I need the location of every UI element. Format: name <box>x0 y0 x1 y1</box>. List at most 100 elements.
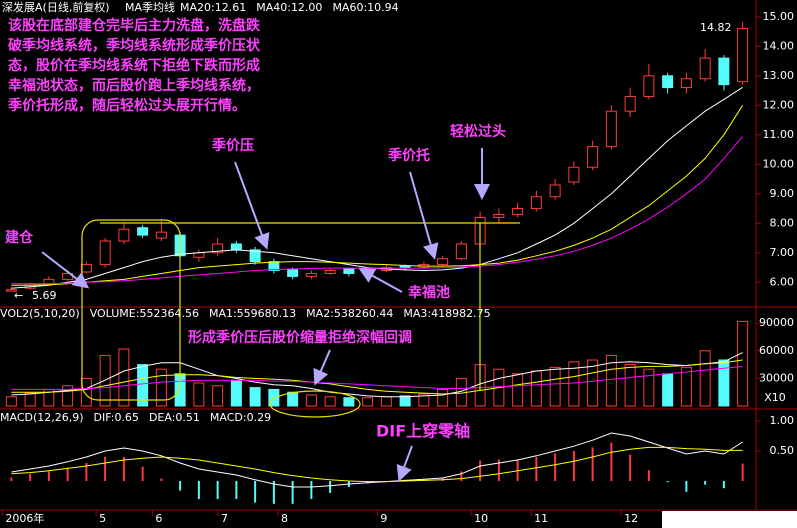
volume-bar <box>118 348 130 407</box>
volume-bar <box>343 397 355 407</box>
x-tick-label: 6 <box>155 512 162 525</box>
annotation: 形成季价压后股价缩量拒绝深幅回调 <box>188 329 412 346</box>
ma-line <box>11 136 743 285</box>
ma-line <box>11 432 743 488</box>
y-tick-label: 9.00 <box>770 187 795 200</box>
volume-bar <box>380 396 392 407</box>
y-tick-label: 0.50 <box>770 444 795 457</box>
x-tick-label: 12 <box>624 512 638 525</box>
candle-body <box>343 268 355 274</box>
annotation: DIF上穿零轴 <box>376 422 470 441</box>
volume-bar <box>587 359 599 407</box>
annotation: 建仓 <box>5 229 34 246</box>
frame <box>0 0 797 511</box>
candle-body <box>230 243 242 251</box>
candle-body <box>605 110 617 148</box>
y-tick-label: 8.00 <box>770 216 795 229</box>
volume-bar <box>530 370 542 407</box>
volume-bar <box>5 396 17 407</box>
candle-body <box>718 57 730 86</box>
volume-bar <box>137 364 149 407</box>
x-tick-label: 2006年 <box>5 511 44 525</box>
annotation: 季价托形成，随后轻松过头展开行情。 <box>7 97 246 114</box>
high-label: 14.82 <box>700 21 732 34</box>
annotation: 幸福池状态，而后股价跑上季均线系统， <box>8 77 260 94</box>
x-tick-label: 5 <box>99 512 106 525</box>
volume-bar <box>662 373 674 407</box>
candle-body <box>287 268 299 277</box>
y-tick-label: 10.00 <box>763 157 795 170</box>
y-tick-label: 7.00 <box>770 246 795 259</box>
volume-bar <box>418 393 430 407</box>
volume-bar <box>155 368 167 407</box>
candle-body <box>662 75 674 89</box>
volume-bar <box>62 385 74 407</box>
volume-bar <box>230 379 242 407</box>
corner <box>662 511 797 528</box>
candle-body <box>118 228 130 242</box>
ma-line <box>11 352 743 398</box>
ma-line <box>11 105 744 286</box>
legend-entry: MA2:538260.44 <box>306 307 393 320</box>
y-tick-label: 14.00 <box>763 39 795 52</box>
indicator-name: MA季均线 <box>125 0 175 14</box>
ma-line <box>11 359 743 395</box>
annotation: 轻松过头 <box>450 123 506 140</box>
x-tick-label: 10 <box>474 512 488 525</box>
volume-bar <box>549 366 561 407</box>
candle-body <box>624 95 636 112</box>
panel-title: VOL2(5,10,20) <box>0 307 80 320</box>
candle-body <box>212 243 224 254</box>
y-tick-label: 13.00 <box>763 69 795 82</box>
legend-entry: MA60:10.94 <box>332 1 398 14</box>
volume-bar <box>605 354 617 407</box>
volume-bar <box>512 373 524 407</box>
annotation: 季价托 <box>387 147 430 164</box>
x-tick-label: 7 <box>221 512 228 525</box>
legend-entry: MA20:12.61 <box>180 1 246 14</box>
candle-body <box>43 278 55 285</box>
y-tick-label: 11.00 <box>763 128 795 141</box>
x-tick-label: 8 <box>281 512 288 525</box>
legend-entry: MA1:559680.13 <box>209 307 296 320</box>
volume-bar <box>24 392 36 407</box>
candle-body <box>99 240 111 266</box>
candle-body <box>568 166 580 183</box>
y-tick-label: 12.00 <box>763 98 795 111</box>
legend-entry: MA3:418982.75 <box>403 307 490 320</box>
legend-entry: DIF:0.65 <box>94 411 139 424</box>
volume-bar <box>399 395 411 407</box>
highlight-boxes <box>81 219 520 418</box>
volume-bar <box>718 359 730 407</box>
ma-line <box>11 446 743 483</box>
volume-bar <box>680 366 692 407</box>
volume-bar <box>287 391 299 407</box>
volume-bar <box>643 368 655 407</box>
annotation: 季价压 <box>211 137 254 154</box>
volume-bar <box>80 377 92 407</box>
volume-bar <box>268 388 280 407</box>
candle-body <box>737 28 749 83</box>
volume-bar <box>212 385 224 407</box>
candle-body <box>699 57 711 80</box>
annotation: 幸福池 <box>408 284 450 301</box>
y-tick-label: 30000 <box>759 371 794 384</box>
volume-bar <box>362 397 374 407</box>
candle-body <box>455 243 467 260</box>
candle-body <box>80 264 92 273</box>
volume-bar <box>568 361 580 407</box>
stock-name: 深发展A(日线,前复权) <box>2 0 110 14</box>
candle-body <box>5 289 17 292</box>
volume-bar <box>305 394 317 407</box>
volume-bar <box>437 388 449 407</box>
ma-line <box>11 365 743 390</box>
candle-body <box>549 184 561 198</box>
annotation: 该股在底部建仓完毕后主力洗盘，洗盘跌 <box>8 17 261 34</box>
candle-body <box>137 227 149 236</box>
candle-body <box>530 196 542 210</box>
volume-bar <box>324 396 336 407</box>
y-tick-label: 6.00 <box>770 275 795 288</box>
y-tick-label: 90000 <box>759 316 794 329</box>
volume-bar <box>624 364 636 407</box>
